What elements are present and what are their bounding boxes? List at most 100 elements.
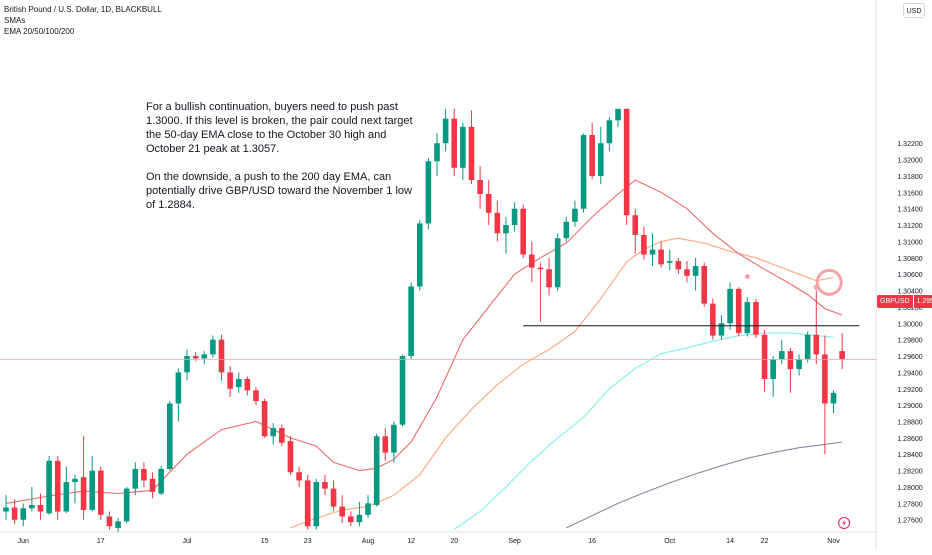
y-tick-label: 1.28800 [897,420,922,427]
candle-body [235,378,242,388]
candle-body [830,392,837,404]
y-tick-label: 1.28200 [897,469,922,476]
candle-body [744,302,751,334]
y-tick-label: 1.29400 [897,370,922,377]
y-tick-label: 1.30200 [897,305,922,312]
candle-body [839,351,845,360]
candle-body [554,238,561,288]
y-tick-label: 1.30400 [897,289,922,296]
candle-body [218,339,225,373]
candle-body [279,428,285,443]
candle-body [684,269,690,276]
candle-body [313,482,320,527]
text-annotation: For a bullish continuation, buyers need … [146,100,416,226]
candle-body [270,428,277,437]
candle-body [606,120,613,144]
y-tick-label: 1.29200 [897,387,922,394]
candle-body [72,478,78,483]
candle-body [770,359,776,379]
candle-body [615,108,621,121]
y-tick-label: 1.27600 [897,518,922,525]
candle-body [477,180,483,194]
candle-body [494,212,501,234]
candle-body [20,508,27,520]
candle-body [546,269,552,288]
candle-body [580,135,587,209]
indicator-ema[interactable]: EMA 20/50/100/200 [4,27,75,36]
currency-button[interactable]: USD [903,3,925,18]
candle-body [210,339,216,355]
annotation-paragraph-2: On the downside, a push to the 200 day E… [146,171,412,211]
candle-body [597,143,604,176]
x-tick-label: 16 [588,538,596,545]
highlight-circle [815,268,843,296]
price-tag-value: 1.29559 [912,295,932,308]
y-tick-label: 1.32000 [897,158,922,165]
y-tick-label: 1.28000 [897,485,922,492]
candle-body [46,460,52,514]
candle-body [485,193,492,213]
y-tick-label: 1.30600 [897,272,922,279]
candle-body [141,468,147,481]
y-tick-label: 1.31600 [897,190,922,197]
candle-body [29,504,35,509]
candle-body [391,424,397,453]
candle-body [425,161,432,224]
candle-body [158,468,164,494]
candle-body [416,223,423,287]
current-price-tag: GBPUSD 1.29559 [877,295,932,308]
x-tick-label: 17 [97,538,105,545]
grid-layer [0,0,877,550]
x-tick-label: 20 [450,538,458,545]
candle-body [735,288,742,334]
y-tick-label: 1.31800 [897,174,922,181]
candle-body [727,288,733,324]
candle-body [115,521,121,528]
x-tick-label: 12 [407,538,415,545]
y-tick-label: 1.31400 [897,207,922,214]
candle-body [54,460,61,512]
y-tick-label: 1.30000 [897,321,922,328]
candle-body [537,267,544,270]
candle-body [227,372,233,389]
candle-body [132,468,139,489]
y-tick-label: 1.31200 [897,223,922,230]
candle-body [503,225,509,234]
peak-marker [744,274,750,280]
ema20-line [5,179,843,504]
candle-body [304,480,311,527]
candle-body [166,403,173,469]
y-tick-label: 1.31000 [897,239,922,246]
candle-body [434,143,440,162]
y-tick-label: 1.28600 [897,436,922,443]
ema200-line [566,441,843,529]
candle-body [563,221,570,239]
candle-body [572,208,578,222]
candle-body [80,477,87,510]
candle-body [184,356,190,373]
candle-body [710,303,716,336]
candle-body [356,514,363,523]
y-tick-label: 1.32200 [897,141,922,148]
ema-layer [5,179,843,530]
x-tick-label: 22 [761,538,769,545]
candle-body [649,249,656,255]
candle-body [149,478,156,492]
candle-body [779,351,785,360]
x-tick-label: Oct [664,538,675,545]
x-tick-label: Nov [827,538,840,545]
candle-body [373,436,380,505]
candle-body [348,516,354,523]
candle-body [98,470,104,515]
axis-layer: 1.32200 1.32000 1.31800 1.31600 1.31400 1.312… [18,141,923,545]
candle-body [192,356,199,359]
candle-body [511,208,518,226]
y-tick-label: 1.29600 [897,354,922,361]
peak-marker [813,284,819,290]
y-tick-label: 1.28400 [897,452,922,459]
candle-body [468,126,475,181]
candle-layer [3,108,845,532]
indicator-smas[interactable]: SMAs [4,16,26,25]
